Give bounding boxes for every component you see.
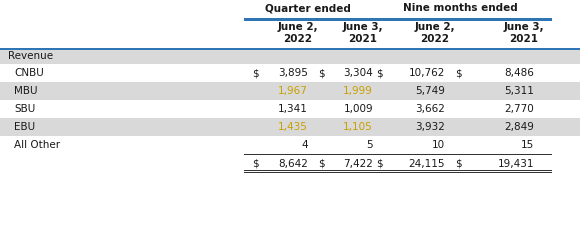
Text: June 3,
2021: June 3, 2021 [503, 22, 544, 44]
Text: 1,999: 1,999 [343, 86, 373, 96]
Text: SBU: SBU [14, 104, 35, 114]
Text: 4: 4 [302, 140, 308, 150]
Text: 10: 10 [432, 140, 445, 150]
Text: 1,105: 1,105 [343, 122, 373, 132]
Text: 2,770: 2,770 [504, 104, 534, 114]
Bar [244, 154, 385, 155]
Bar [0, 48, 580, 49]
Text: 3,895: 3,895 [278, 68, 308, 78]
Bar [371, 18, 552, 20]
Bar [371, 169, 552, 170]
Text: June 3,
2021: June 3, 2021 [343, 22, 383, 44]
Text: 10,762: 10,762 [409, 68, 445, 78]
Bar [0, 18, 580, 48]
Bar [244, 172, 385, 173]
Text: CNBU: CNBU [14, 68, 44, 78]
Text: $: $ [318, 159, 325, 169]
Bar [0, 154, 580, 174]
Text: Revenue: Revenue [8, 51, 53, 61]
Text: 8,486: 8,486 [504, 68, 534, 78]
Text: $: $ [318, 68, 325, 78]
Bar [244, 169, 385, 170]
Text: $: $ [252, 159, 259, 169]
Text: 8,642: 8,642 [278, 159, 308, 169]
Text: $: $ [376, 159, 383, 169]
Text: June 2,
2022: June 2, 2022 [278, 22, 318, 44]
Bar [0, 100, 580, 118]
Text: 15: 15 [521, 140, 534, 150]
Bar [371, 154, 552, 155]
Text: 1,009: 1,009 [343, 104, 373, 114]
Bar [0, 118, 580, 136]
Bar [0, 64, 580, 82]
Text: 1,435: 1,435 [278, 122, 308, 132]
Text: 2,849: 2,849 [504, 122, 534, 132]
Text: $: $ [455, 159, 462, 169]
Text: Nine months ended: Nine months ended [403, 3, 517, 13]
Text: 1,341: 1,341 [278, 104, 308, 114]
Text: 3,662: 3,662 [415, 104, 445, 114]
Text: MBU: MBU [14, 86, 38, 96]
Text: 5: 5 [367, 140, 373, 150]
Bar [371, 172, 552, 173]
Bar [0, 82, 580, 100]
Text: $: $ [455, 68, 462, 78]
Text: Quarter ended: Quarter ended [265, 3, 351, 13]
Text: $: $ [376, 68, 383, 78]
Bar [0, 48, 580, 64]
Text: 1,967: 1,967 [278, 86, 308, 96]
Text: $: $ [252, 68, 259, 78]
Text: All Other: All Other [14, 140, 60, 150]
Text: 7,422: 7,422 [343, 159, 373, 169]
Bar [0, 136, 580, 154]
Text: June 2,
2022: June 2, 2022 [415, 22, 455, 44]
Bar [244, 18, 385, 20]
Text: 5,749: 5,749 [415, 86, 445, 96]
Text: 19,431: 19,431 [498, 159, 534, 169]
Text: 3,932: 3,932 [415, 122, 445, 132]
Text: 5,311: 5,311 [504, 86, 534, 96]
Bar [0, 0, 580, 18]
Text: 3,304: 3,304 [343, 68, 373, 78]
Text: EBU: EBU [14, 122, 35, 132]
Text: 24,115: 24,115 [408, 159, 445, 169]
